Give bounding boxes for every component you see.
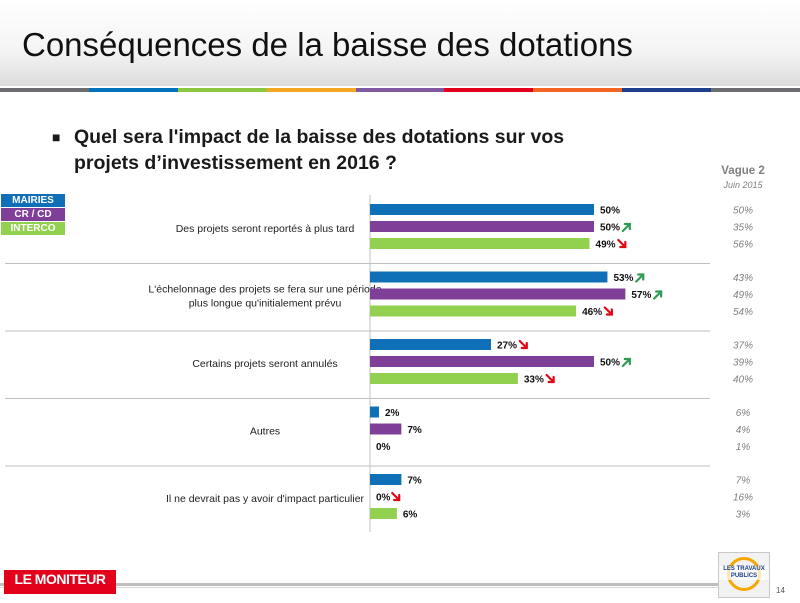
bar [370, 204, 594, 215]
question-text: Quel sera l'impact de la baisse des dota… [74, 126, 565, 174]
data-label: 0% [376, 493, 391, 504]
data-label: 50% [600, 358, 620, 369]
data-label: 27% [497, 341, 517, 352]
data-label: 53% [613, 273, 633, 284]
data-label: 46% [582, 307, 602, 318]
trend-down-icon [545, 373, 555, 384]
previous-wave-value: 54% [733, 307, 753, 318]
le-moniteur-logo: LE MONITEUR [4, 570, 116, 594]
data-label: 50% [600, 206, 620, 217]
bar [370, 356, 594, 367]
category-label: Certains projets seront annulés [192, 358, 337, 370]
previous-wave-value: 49% [733, 290, 753, 301]
trend-down-icon [603, 306, 613, 316]
legend-item: INTERCO [1, 222, 65, 235]
legend-item: CR / CD [1, 208, 65, 221]
bar [370, 339, 491, 350]
stripe-segment [0, 88, 89, 92]
color-stripe [0, 88, 800, 92]
previous-wave-value: 1% [736, 442, 751, 453]
previous-wave-value: 16% [733, 493, 753, 504]
category-label: plus longue qu'initialement prévu [189, 298, 342, 310]
data-label: 0% [376, 442, 391, 453]
stripe-segment [88, 88, 178, 92]
bar [370, 474, 402, 485]
bar [370, 373, 518, 384]
bar [370, 305, 577, 317]
data-label: 57% [631, 290, 651, 301]
trend-down-icon [617, 238, 627, 249]
category-label: L'échelonnage des projets se fera sur un… [148, 284, 381, 296]
data-label: 50% [600, 223, 620, 234]
legend-item: MAIRIES [1, 194, 65, 207]
data-label: 6% [403, 510, 418, 521]
previous-wave-value: 3% [736, 510, 751, 521]
data-label: 33% [524, 375, 544, 386]
logo-label: LES TRAVAUX PUBLICS [719, 566, 769, 580]
bar [370, 406, 379, 418]
footer-line [0, 583, 720, 586]
data-label: 49% [596, 240, 616, 251]
data-label: 7% [407, 476, 422, 487]
bar [370, 221, 594, 232]
trend-up-icon [621, 357, 631, 368]
data-label: 7% [407, 425, 422, 436]
previous-wave-value: 6% [736, 408, 751, 419]
stripe-segment [266, 88, 356, 92]
trend-down-icon [518, 339, 528, 350]
footer-line-secondary [0, 587, 720, 588]
previous-wave-value: 7% [736, 476, 751, 487]
stripe-segment [355, 88, 445, 92]
stripe-segment [533, 88, 623, 92]
stripe-segment [622, 88, 712, 92]
stripe-segment [711, 88, 800, 92]
legend: MAIRIES CR / CD INTERCO [1, 194, 65, 236]
category-label: Il ne devrait pas y avoir d'impact parti… [166, 493, 365, 505]
bar [370, 508, 397, 519]
bar [370, 423, 402, 435]
trend-up-icon [635, 273, 645, 283]
title-band [0, 0, 800, 86]
trend-up-icon [621, 222, 631, 233]
bar [370, 288, 626, 300]
bar [370, 271, 608, 283]
previous-wave-value: 37% [733, 341, 753, 352]
trend-up-icon [653, 290, 663, 300]
data-label: 2% [385, 408, 400, 419]
previous-wave-value: 40% [733, 375, 753, 386]
category-label: Des projets seront reportés à plus tard [176, 223, 355, 235]
previous-wave-value: 56% [733, 240, 753, 251]
previous-wave-value: 39% [733, 358, 753, 369]
slide-title: Conséquences de la baisse des dotations [22, 26, 633, 63]
category-label: Autres [250, 426, 280, 438]
bar [370, 238, 590, 249]
previous-wave-value: 50% [733, 206, 753, 217]
vague-title: Vague 2 [721, 165, 765, 177]
stripe-segment [444, 88, 534, 92]
travaux-publics-logo: LES TRAVAUX PUBLICS [718, 552, 770, 598]
previous-wave-value: 35% [733, 223, 753, 234]
page-number: 14 [776, 586, 785, 595]
previous-wave-value: 4% [736, 425, 751, 436]
vague-subtitle: Juin 2015 [723, 180, 763, 190]
previous-wave-value: 43% [733, 273, 753, 284]
stripe-segment [177, 88, 267, 92]
trend-down-icon [391, 491, 401, 502]
bullet-icon: ■ [52, 129, 61, 145]
